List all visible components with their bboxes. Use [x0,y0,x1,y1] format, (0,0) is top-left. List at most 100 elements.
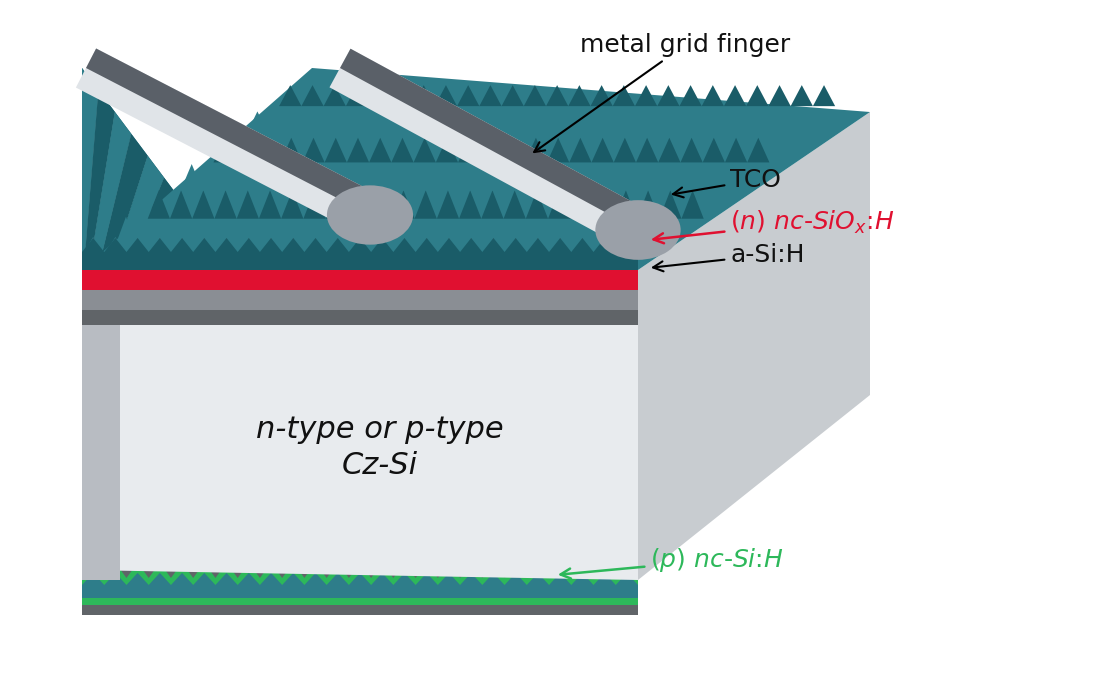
Polygon shape [525,191,548,219]
Polygon shape [370,138,391,163]
Polygon shape [82,331,296,558]
Polygon shape [424,111,447,135]
Polygon shape [324,85,346,106]
Polygon shape [670,164,692,191]
Polygon shape [82,243,230,463]
Polygon shape [282,243,305,275]
Polygon shape [404,217,427,247]
Polygon shape [513,111,535,135]
Polygon shape [337,217,360,247]
Polygon shape [436,138,458,163]
Polygon shape [493,217,515,247]
Polygon shape [648,217,671,247]
Polygon shape [393,243,416,275]
Polygon shape [127,243,149,275]
Polygon shape [459,191,482,219]
Ellipse shape [327,185,413,245]
Polygon shape [82,68,99,292]
Polygon shape [526,243,549,275]
Polygon shape [503,138,525,163]
Polygon shape [82,245,638,320]
Polygon shape [669,111,691,135]
Polygon shape [82,270,638,580]
Polygon shape [813,85,836,106]
Polygon shape [180,164,203,191]
Polygon shape [747,138,769,163]
Polygon shape [414,191,437,219]
Polygon shape [558,111,580,135]
Text: metal grid finger: metal grid finger [534,33,791,152]
Polygon shape [281,191,304,219]
Polygon shape [392,191,414,219]
Polygon shape [148,191,170,219]
Polygon shape [329,48,648,249]
Polygon shape [657,85,680,106]
Polygon shape [391,85,412,106]
Polygon shape [368,85,391,106]
Polygon shape [302,138,325,163]
Polygon shape [82,238,638,270]
Polygon shape [613,85,635,106]
Polygon shape [458,138,480,163]
Polygon shape [82,68,870,270]
Polygon shape [591,138,614,163]
Polygon shape [604,164,625,191]
Polygon shape [626,217,648,247]
Polygon shape [635,85,657,106]
Polygon shape [647,164,670,191]
Polygon shape [638,112,870,580]
Polygon shape [82,288,263,514]
Polygon shape [76,48,380,234]
Polygon shape [237,243,260,275]
Polygon shape [82,353,312,580]
Polygon shape [636,138,659,163]
Polygon shape [327,243,349,275]
Polygon shape [159,217,181,247]
Polygon shape [646,111,669,135]
Polygon shape [692,164,715,191]
Polygon shape [292,164,314,191]
Text: Cz-Si: Cz-Si [342,451,418,479]
Polygon shape [625,164,647,191]
Polygon shape [592,191,615,219]
Polygon shape [246,111,269,135]
Polygon shape [82,331,296,548]
Polygon shape [416,243,438,275]
Polygon shape [203,164,225,191]
Text: a-Si:H: a-Si:H [653,243,804,271]
Polygon shape [335,111,357,135]
Polygon shape [204,217,226,247]
Polygon shape [780,111,802,135]
Polygon shape [82,353,312,570]
Polygon shape [659,138,681,163]
Polygon shape [791,85,813,106]
Polygon shape [82,288,263,505]
Polygon shape [82,240,638,310]
Polygon shape [314,164,336,191]
Polygon shape [624,111,646,135]
Polygon shape [226,217,249,247]
Text: n-type or p-type: n-type or p-type [256,415,504,445]
Polygon shape [548,191,570,219]
Polygon shape [82,548,638,615]
Polygon shape [82,243,104,275]
Polygon shape [581,164,604,191]
Polygon shape [82,243,230,469]
Polygon shape [525,138,547,163]
Polygon shape [681,138,702,163]
Polygon shape [582,217,604,247]
Polygon shape [594,243,616,275]
Polygon shape [370,191,392,219]
Polygon shape [504,191,525,219]
Polygon shape [82,238,638,325]
Polygon shape [483,243,504,275]
Polygon shape [515,217,538,247]
Polygon shape [215,243,237,275]
Polygon shape [479,85,502,106]
Polygon shape [570,191,592,219]
Polygon shape [660,191,681,219]
Polygon shape [82,242,638,295]
Polygon shape [82,573,638,598]
Polygon shape [468,111,491,135]
Polygon shape [702,138,725,163]
